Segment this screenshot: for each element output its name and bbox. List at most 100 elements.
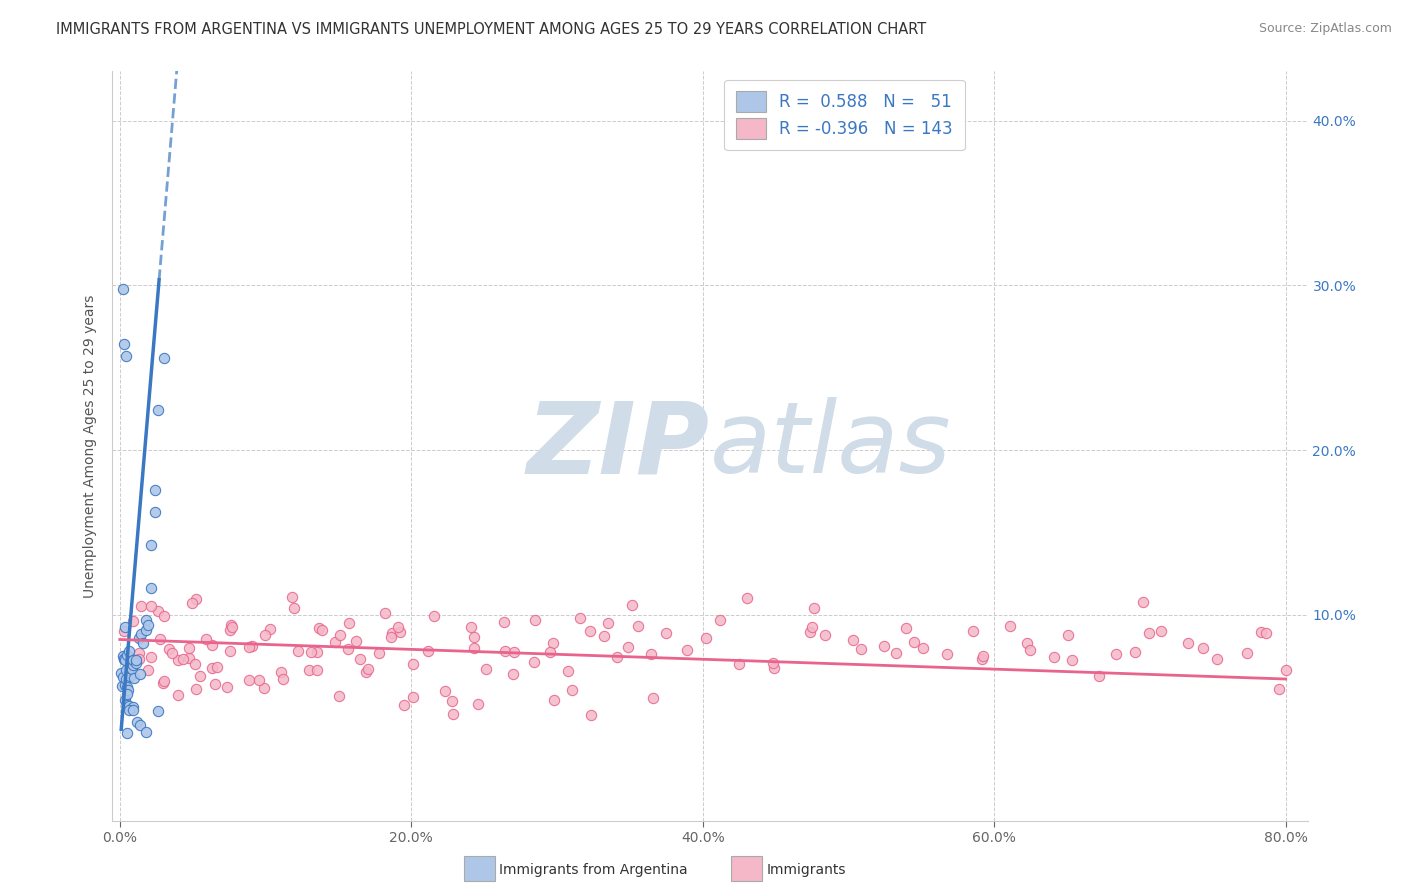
Point <box>128 651 150 665</box>
Point <box>141 650 163 665</box>
Point <box>873 639 896 653</box>
Point <box>110 666 132 681</box>
Point <box>308 621 330 635</box>
Point <box>160 646 183 660</box>
Point <box>305 645 328 659</box>
Point <box>1043 650 1066 665</box>
Point <box>118 703 141 717</box>
Point <box>641 691 664 706</box>
Point <box>543 693 565 707</box>
Point <box>1191 641 1213 656</box>
Point <box>616 640 638 655</box>
Point <box>115 698 138 712</box>
Point <box>219 644 242 658</box>
Point <box>121 657 143 672</box>
Point <box>129 718 152 732</box>
Point <box>1000 619 1022 633</box>
Point <box>135 613 157 627</box>
Point <box>894 622 917 636</box>
Point <box>139 538 162 552</box>
Point <box>1132 595 1154 609</box>
Point <box>1268 681 1291 696</box>
Point <box>962 624 984 639</box>
Point <box>972 648 994 663</box>
Point <box>328 689 350 703</box>
Point <box>177 641 200 656</box>
Point <box>112 649 135 664</box>
Point <box>339 615 361 630</box>
Point <box>695 631 717 645</box>
Point <box>149 632 172 646</box>
Point <box>1056 628 1078 642</box>
Point <box>354 665 377 679</box>
Point <box>181 596 204 610</box>
Point <box>194 632 217 647</box>
Point <box>311 623 333 637</box>
Point <box>112 649 135 664</box>
Point <box>799 625 821 640</box>
Point <box>114 349 136 363</box>
Point <box>441 707 464 722</box>
Point <box>709 613 731 627</box>
Point <box>655 626 678 640</box>
Point <box>146 704 169 718</box>
Point <box>344 633 367 648</box>
Point <box>122 700 145 714</box>
Point <box>122 615 145 629</box>
Text: Source: ZipAtlas.com: Source: ZipAtlas.com <box>1258 22 1392 36</box>
Point <box>143 483 166 497</box>
Point <box>120 661 142 675</box>
Point <box>911 640 934 655</box>
Point <box>112 652 135 666</box>
Text: IMMIGRANTS FROM ARGENTINA VS IMMIGRANTS UNEMPLOYMENT AMONG AGES 25 TO 29 YEARS C: IMMIGRANTS FROM ARGENTINA VS IMMIGRANTS … <box>56 22 927 37</box>
Point <box>1019 642 1042 657</box>
Point <box>115 687 138 701</box>
Point <box>114 653 136 667</box>
Point <box>128 667 150 681</box>
Point <box>1015 636 1038 650</box>
Point <box>494 644 516 658</box>
Point <box>1177 635 1199 649</box>
Point <box>800 620 823 634</box>
Point <box>111 670 134 684</box>
Point <box>201 661 224 675</box>
Point <box>205 660 228 674</box>
Point <box>1150 624 1173 638</box>
Point <box>204 677 226 691</box>
Point <box>374 607 396 621</box>
Point <box>135 623 157 637</box>
Point <box>152 351 174 366</box>
Point <box>903 635 925 649</box>
Point <box>157 641 180 656</box>
Point <box>253 627 276 641</box>
Point <box>131 636 153 650</box>
Point <box>1137 626 1160 640</box>
Point <box>143 505 166 519</box>
Point <box>380 631 402 645</box>
Point <box>146 403 169 417</box>
Point <box>136 618 159 632</box>
Point <box>270 665 292 680</box>
Point <box>463 641 485 656</box>
Text: atlas: atlas <box>710 398 952 494</box>
Point <box>135 725 157 739</box>
Point <box>1236 647 1258 661</box>
Point <box>502 645 524 659</box>
Point <box>238 640 260 654</box>
Point <box>1274 664 1296 678</box>
Point <box>569 611 592 625</box>
Point <box>259 622 281 636</box>
Text: ZIP: ZIP <box>527 398 710 494</box>
Point <box>418 643 440 657</box>
Point <box>329 628 352 642</box>
Point <box>114 677 136 691</box>
Text: Immigrants from Argentina: Immigrants from Argentina <box>499 863 688 877</box>
Point <box>122 671 145 685</box>
Point <box>115 672 138 686</box>
Point <box>136 663 159 677</box>
Point <box>463 630 485 644</box>
Point <box>474 663 496 677</box>
Point <box>120 669 142 683</box>
Point <box>541 636 564 650</box>
Point <box>184 681 207 696</box>
